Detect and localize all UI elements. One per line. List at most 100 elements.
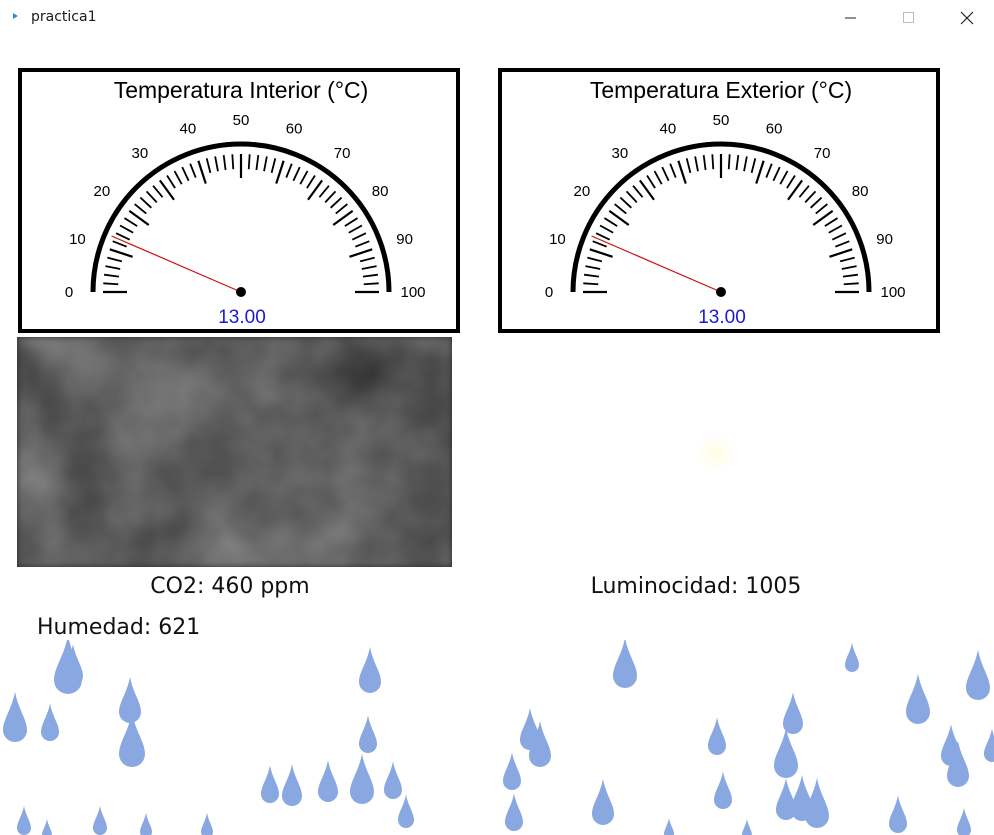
minor-tick — [285, 163, 293, 178]
minor-tick — [614, 203, 627, 215]
minor-tick — [653, 170, 663, 185]
minor-tick — [115, 232, 131, 241]
minor-tick — [619, 196, 632, 209]
raindrop — [261, 765, 279, 803]
minor-tick — [318, 185, 330, 198]
minor-tick — [231, 154, 235, 170]
scale-label: 50 — [713, 112, 730, 129]
minor-tick — [815, 203, 828, 215]
scale-label: 20 — [94, 183, 111, 200]
minor-tick — [222, 154, 227, 171]
maximize-button[interactable] — [879, 0, 937, 36]
scale-label: 100 — [880, 284, 905, 301]
minor-tick — [839, 256, 855, 263]
gauge-interior: Temperatura Interior (°C) 0 10 20 30 40 50 60 7… — [65, 77, 426, 328]
sun-glow — [696, 433, 736, 473]
scale-label: 30 — [132, 145, 149, 162]
minor-tick — [810, 196, 823, 209]
scale-label: 20 — [574, 183, 591, 200]
minor-tick — [181, 166, 190, 182]
major-tick — [608, 209, 630, 226]
gauge-ticks — [103, 154, 379, 294]
minor-tick — [595, 232, 611, 241]
minor-tick — [112, 240, 127, 248]
scale-label: 0 — [65, 284, 73, 301]
gauge-hub — [236, 287, 246, 297]
major-tick — [755, 160, 765, 184]
raindrop — [984, 728, 994, 762]
minor-tick — [711, 154, 715, 170]
minor-tick — [669, 163, 677, 178]
minor-tick — [362, 273, 379, 278]
gauge-scale-labels: 0 10 20 30 40 50 60 70 80 90 100 — [65, 112, 426, 301]
close-button[interactable] — [937, 0, 994, 36]
gauge-needle — [111, 235, 242, 293]
minor-tick — [828, 224, 843, 234]
co2-reading: CO2: 460 ppm — [150, 574, 310, 599]
major-tick — [158, 179, 175, 201]
major-tick — [638, 179, 655, 201]
raindrop — [906, 673, 930, 724]
raindrop — [93, 805, 107, 835]
raindrop — [742, 819, 752, 835]
minor-tick — [583, 282, 599, 286]
major-tick — [829, 248, 853, 258]
raindrop — [42, 819, 52, 835]
minor-tick — [804, 190, 817, 203]
scale-label: 60 — [286, 120, 303, 137]
minor-tick — [361, 265, 377, 270]
gauge-arc — [570, 141, 872, 293]
scale-label: 0 — [545, 284, 553, 301]
scale-label: 100 — [400, 284, 425, 301]
gauge-ticks — [583, 154, 859, 294]
minor-tick — [646, 175, 656, 189]
minimize-icon — [845, 17, 856, 19]
minor-tick — [105, 265, 121, 270]
major-tick — [812, 209, 834, 226]
minor-tick — [270, 158, 277, 174]
gauge-value: 13.00 — [218, 307, 266, 328]
luminosity-reading: Luminocidad: 1005 — [590, 574, 802, 599]
raindrop — [140, 812, 152, 835]
gauge-value: 13.00 — [698, 307, 746, 328]
gauge-scale-labels: 0 10 20 30 40 50 60 70 80 90 100 — [545, 112, 906, 301]
title-bar: practica1 — [0, 0, 994, 36]
minor-tick — [351, 232, 367, 241]
minor-tick — [587, 256, 603, 263]
raindrop — [889, 795, 907, 833]
minimize-button[interactable] — [821, 0, 879, 36]
minor-tick — [359, 256, 375, 263]
minor-tick — [330, 196, 343, 209]
raindrop — [845, 642, 859, 672]
raindrop — [318, 760, 338, 802]
minor-tick — [772, 166, 781, 182]
minor-tick — [702, 154, 707, 171]
scale-label: 40 — [180, 120, 197, 137]
minor-tick — [831, 232, 847, 241]
minor-tick — [107, 256, 123, 263]
minor-tick — [750, 158, 757, 174]
minor-tick — [139, 196, 152, 209]
raindrop — [17, 805, 31, 835]
scale-label: 30 — [612, 145, 629, 162]
minor-tick — [842, 273, 859, 278]
rain-area — [3, 640, 994, 835]
minor-tick — [765, 163, 773, 178]
raindrop — [505, 793, 523, 831]
minor-tick — [103, 282, 119, 286]
scale-label: 70 — [334, 145, 351, 162]
gauge-panel-exterior: Temperatura Exterior (°C) 0 10 20 30 40 50 60 7… — [498, 68, 940, 333]
scale-label: 50 — [233, 112, 250, 129]
gauge-title: Temperatura Exterior (°C) — [590, 77, 852, 103]
scale-label: 90 — [396, 231, 413, 248]
close-icon — [960, 11, 974, 25]
minor-tick — [585, 265, 601, 270]
major-tick — [197, 160, 207, 184]
scale-label: 10 — [69, 231, 86, 248]
minor-tick — [694, 156, 699, 172]
minor-tick — [255, 154, 260, 171]
minor-tick — [786, 175, 796, 189]
raindrop — [592, 778, 614, 825]
raindrop — [350, 753, 374, 804]
minor-tick — [214, 156, 219, 172]
